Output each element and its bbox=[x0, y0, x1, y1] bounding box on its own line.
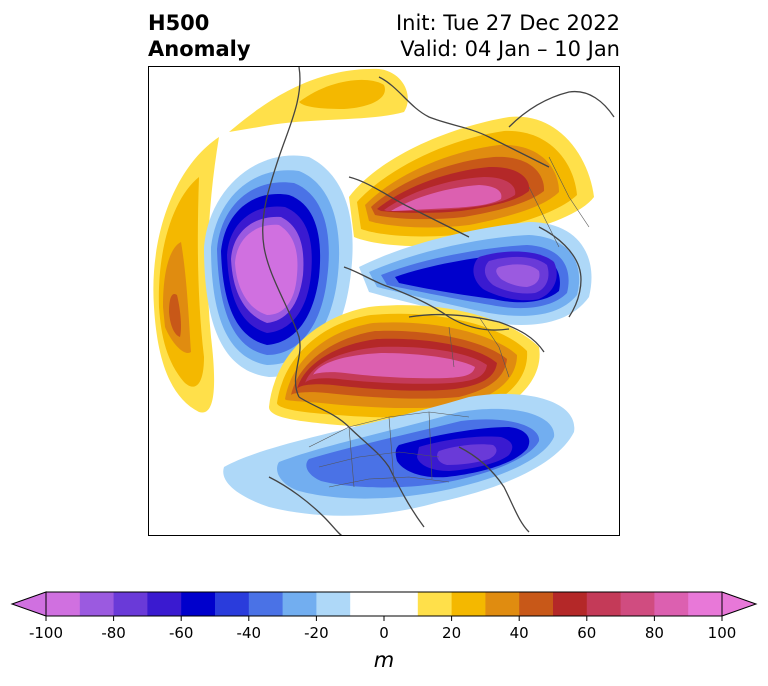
colorbar-bin bbox=[384, 592, 419, 616]
colorbar-over-arrow bbox=[721, 591, 758, 617]
colorbar-tick-label: 20 bbox=[442, 624, 461, 642]
colorbar-bin bbox=[282, 592, 317, 616]
colorbar-bin bbox=[485, 592, 520, 616]
colorbar-bin bbox=[215, 592, 250, 616]
colorbar-bin bbox=[451, 592, 486, 616]
west-pacific-ridge bbox=[153, 137, 219, 413]
canada-ridge bbox=[269, 305, 540, 428]
title-line-2: Anomaly bbox=[148, 37, 251, 61]
colorbar-bin bbox=[316, 592, 351, 616]
arctic-ridge bbox=[349, 116, 594, 247]
atlantic-trough bbox=[359, 222, 592, 326]
colorbar-bin bbox=[688, 592, 723, 616]
colorbar: -100 -80 -60 -40 -20 0 20 40 60 80 100 bbox=[0, 585, 768, 685]
colorbar-svg: -100 -80 -60 -40 -20 0 20 40 60 80 100 bbox=[10, 591, 758, 642]
valid-time: Valid: 04 Jan – 10 Jan bbox=[400, 37, 620, 61]
anomaly-map bbox=[153, 67, 615, 535]
colorbar-bin bbox=[350, 592, 385, 616]
colorbar-under-arrow bbox=[10, 591, 47, 617]
colorbar-tick-label: -20 bbox=[304, 624, 329, 642]
colorbar-bin bbox=[248, 592, 284, 616]
title-line-1: H500 bbox=[148, 11, 210, 35]
colorbar-tick-label: 40 bbox=[510, 624, 529, 642]
map-panel bbox=[148, 66, 620, 536]
political-borders bbox=[308, 156, 590, 488]
plot-dates: Init: Tue 27 Dec 2022 Valid: 04 Jan – 10… bbox=[396, 10, 620, 62]
east-us-trough bbox=[223, 393, 575, 516]
colorbar-tick-label: -80 bbox=[101, 624, 126, 642]
colorbar-tick-label: 100 bbox=[708, 624, 737, 642]
colorbar-tick-label: -60 bbox=[169, 624, 194, 642]
pacific-trough bbox=[204, 155, 353, 377]
plot-title: H500 Anomaly bbox=[148, 10, 251, 62]
colorbar-bin bbox=[417, 592, 453, 616]
colorbar-bin bbox=[113, 592, 148, 616]
colorbar-tick-label: 60 bbox=[577, 624, 596, 642]
colorbar-units: m bbox=[373, 648, 395, 672]
arctic-ridge-top bbox=[229, 68, 408, 132]
init-time: Init: Tue 27 Dec 2022 bbox=[395, 11, 620, 35]
colorbar-tick-label: -100 bbox=[29, 624, 63, 642]
colorbar-bin bbox=[654, 592, 689, 616]
colorbar-bin bbox=[553, 592, 588, 616]
colorbar-bin bbox=[79, 592, 115, 616]
colorbar-tick-label: -40 bbox=[237, 624, 262, 642]
colorbar-bin bbox=[620, 592, 655, 616]
colorbar-bin bbox=[147, 592, 182, 616]
colorbar-tick-label: 0 bbox=[379, 624, 389, 642]
colorbar-bin bbox=[519, 592, 554, 616]
colorbar-bin bbox=[181, 592, 216, 616]
coastlines bbox=[262, 67, 615, 535]
colorbar-bin bbox=[586, 592, 622, 616]
colorbar-tick-label: 80 bbox=[645, 624, 664, 642]
colorbar-bin bbox=[46, 592, 81, 616]
